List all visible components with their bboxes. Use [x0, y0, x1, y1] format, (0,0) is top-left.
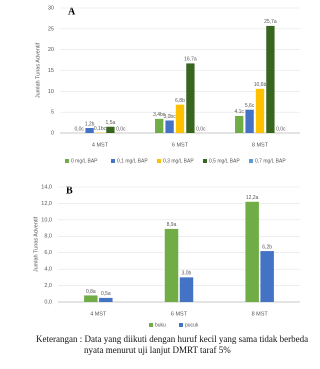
data-label: 0,1bc: [94, 126, 107, 132]
data-label: 0,0c: [74, 126, 84, 132]
page: Keterangan : Data yang diikuti dengan hu…: [0, 0, 316, 364]
y-tick-label: 6,0: [44, 250, 52, 256]
data-label: 0,0c: [116, 126, 126, 132]
caption-line: Keterangan : Data yang diikuti dengan hu…: [36, 334, 308, 344]
y-tick-label: 10,0: [41, 217, 52, 223]
legend-label: pucuk: [185, 322, 199, 328]
y-tick-label: 4,0: [44, 267, 52, 273]
data-label: 10,6b: [254, 82, 267, 88]
bar: [245, 110, 253, 133]
data-label: 12,2a: [246, 195, 259, 201]
y-axis-title: Jumlah Tunas Adventif: [35, 42, 41, 98]
legend-label: 0,7 mg/L BAP: [255, 158, 286, 164]
bar: [260, 251, 273, 302]
y-tick-label: 25: [48, 26, 54, 32]
legend-label: 0,1 mg/L BAP: [117, 158, 148, 164]
y-tick-label: 20: [48, 47, 54, 53]
bar: [106, 127, 114, 133]
legend-swatch: [249, 159, 253, 163]
data-label: 0,5a: [101, 291, 111, 297]
bar: [84, 295, 97, 302]
y-tick-label: 10: [48, 89, 54, 95]
data-label: 4,1c: [234, 109, 244, 115]
legend-swatch: [149, 323, 153, 327]
legend-swatch: [179, 323, 183, 327]
bar: [165, 121, 173, 134]
data-label: 5,6c: [245, 103, 255, 109]
bar: [186, 63, 194, 133]
legend-swatch: [111, 159, 115, 163]
y-tick-label: 15: [48, 68, 54, 74]
y-tick-label: 2,0: [44, 283, 52, 289]
bar: [176, 105, 184, 133]
caption-line: nyata menurut uji lanjut DMRT taraf 5%: [84, 345, 231, 355]
y-tick-label: 8,0: [44, 234, 52, 240]
data-label: 16,7a: [184, 57, 197, 63]
bar: [245, 202, 258, 302]
y-axis-title: Jumlah Tunas Adventif: [33, 216, 39, 272]
x-tick-label: 8 MST: [252, 311, 269, 317]
x-tick-label: 8 MST: [252, 142, 269, 148]
bar: [155, 119, 163, 133]
legend-label: buku: [155, 322, 166, 328]
data-label: 1,5a: [106, 120, 116, 126]
data-label: 25,7a: [264, 19, 277, 25]
legend-label: 0,5 mg/L BAP: [209, 158, 240, 164]
legend-swatch: [157, 159, 161, 163]
bar: [266, 26, 274, 133]
legend-swatch: [65, 159, 69, 163]
data-label: 0,0c: [196, 126, 206, 132]
y-tick-label: 0,0: [44, 299, 52, 305]
x-tick-label: 4 MST: [92, 142, 109, 148]
bar: [99, 298, 112, 302]
data-label: 3,0bc: [163, 114, 176, 120]
legend-label: 0,3 mg/L BAP: [163, 158, 194, 164]
bar: [165, 229, 178, 302]
y-tick-label: 30: [48, 5, 54, 11]
data-label: 0,8a: [86, 289, 96, 295]
legend-swatch: [203, 159, 207, 163]
bar: [256, 89, 264, 133]
figure: Keterangan : Data yang diikuti dengan hu…: [0, 0, 316, 364]
y-tick-label: 12,0: [41, 201, 52, 207]
data-label: 0,0c: [276, 126, 286, 132]
data-label: 8,9a: [167, 222, 177, 228]
data-label: 3,0b: [182, 271, 192, 277]
y-tick-label: 14,0: [41, 184, 52, 190]
x-tick-label: 6 MST: [171, 311, 188, 317]
x-tick-label: 6 MST: [172, 142, 189, 148]
data-label: 6,2b: [262, 244, 272, 250]
y-tick-label: 5: [51, 110, 54, 116]
bar: [235, 116, 243, 133]
x-tick-label: 4 MST: [90, 311, 107, 317]
data-label: 6,8b: [175, 98, 185, 104]
legend-label: 0 mg/L BAP: [71, 158, 98, 164]
bar: [180, 277, 193, 302]
y-tick-label: 0: [51, 130, 54, 136]
bar: [85, 128, 93, 133]
